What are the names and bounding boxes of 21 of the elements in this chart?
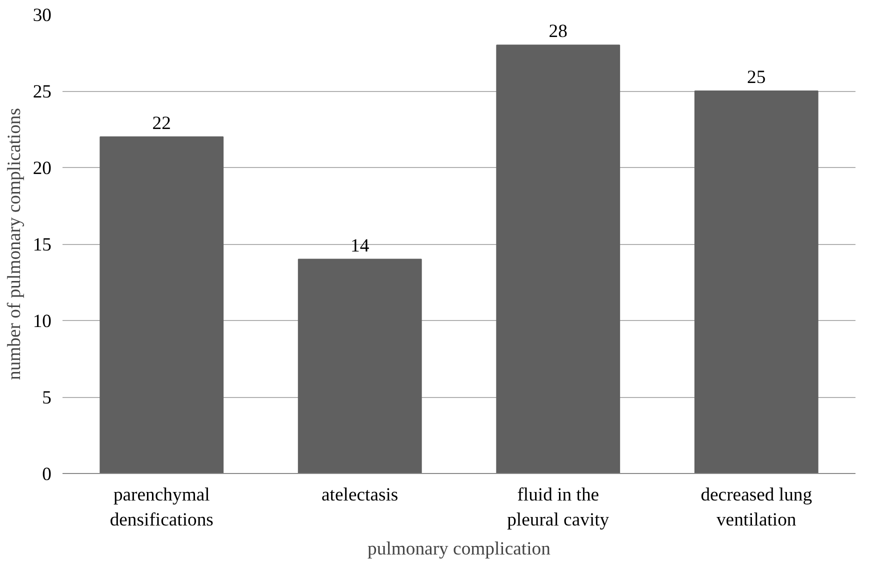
y-tick-label: 15 <box>32 234 52 256</box>
y-tick-label: 20 <box>32 158 52 179</box>
y-tick-label: 30 <box>32 5 52 26</box>
bar <box>298 258 422 474</box>
x-tick-label: decreased lung ventilation <box>700 484 812 531</box>
data-label: 28 <box>548 21 568 42</box>
y-tick-label: 10 <box>32 311 52 332</box>
x-tick-label: fluid in the pleural cavity <box>507 484 610 531</box>
x-tick-label: atelectasis <box>322 484 398 506</box>
y-axis-title: number of pulmonary complications <box>4 108 25 380</box>
bar <box>100 136 224 474</box>
y-tick-label: 0 <box>42 464 52 485</box>
data-label: 25 <box>747 67 766 88</box>
y-tick-label: 5 <box>42 388 52 408</box>
data-label: 14 <box>350 235 370 256</box>
bar <box>496 44 620 474</box>
bar <box>694 90 818 474</box>
x-axis-title: pulmonary complication <box>368 538 552 560</box>
data-label: 22 <box>152 112 171 134</box>
x-tick-label: parenchymal densifications <box>110 484 214 531</box>
y-tick-label: 25 <box>32 82 52 102</box>
